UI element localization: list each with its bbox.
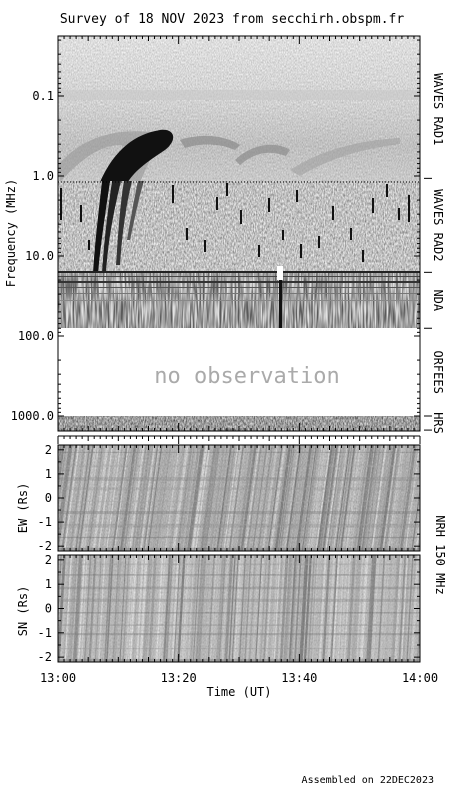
spectrum-y-ticks: 0.1 1.0 10.0 100.0 1000.0 (11, 39, 420, 423)
rad2-spike (80, 205, 82, 222)
nrh-y-tick-label: 0 (45, 602, 52, 616)
nrh-y-tick-label: 1 (45, 577, 52, 591)
orfees-band-empty (58, 328, 420, 416)
spectrum-y-tick-label: 10.0 (25, 249, 54, 263)
rad2-spike (300, 244, 302, 258)
rad2-bursts (93, 181, 144, 273)
rad2-spike (268, 198, 270, 212)
nrh-label: NRH 150 MHz (433, 515, 447, 594)
rad2-spike (408, 195, 410, 222)
band-label: WAVES RAD2 (431, 189, 445, 261)
x-tick-label: 13:40 (281, 671, 317, 685)
nrh-y-tick-label: -2 (38, 539, 52, 553)
rad2-spike (88, 240, 90, 250)
rad2-spike (172, 185, 174, 203)
rad2-spike (186, 228, 188, 240)
sn-ylabel: SN (Rs) (16, 586, 30, 637)
no-observation-label: no observation (154, 364, 339, 389)
nda-lines (58, 266, 420, 328)
nrh-stripe (417, 529, 420, 551)
rad2-spike (60, 188, 62, 220)
rad2-spikes (60, 183, 410, 262)
spectrum-ylabel: Frequency (MHz) (4, 179, 18, 287)
figure-title: Survey of 18 NOV 2023 from secchirh.obsp… (60, 12, 405, 27)
nrh-y-tick-label: 1 (45, 467, 52, 481)
rad2-spike (240, 210, 242, 224)
rad2-spike (350, 228, 352, 240)
ew-panel: 2 1 0 -1 -2 EW (Rs) NRH 150 MHz (16, 443, 447, 595)
rad2-spike (386, 184, 388, 197)
nrh-y-tick-label: -1 (38, 626, 52, 640)
band-label: WAVES RAD1 (431, 73, 445, 145)
x-tick-label: 13:00 (40, 671, 76, 685)
x-axis-label: Time (UT) (206, 685, 271, 699)
rad2-spike (204, 240, 206, 252)
x-axis: 13:00 13:20 13:40 14:00 (40, 36, 438, 685)
rad2-spike (296, 190, 298, 202)
nrh-y-tick-label: 0 (45, 491, 52, 505)
band-labels: WAVES RAD1 WAVES RAD2 NDA ORFEES HRS (424, 73, 445, 434)
rad2-spike (332, 206, 334, 220)
x-tick-label: 13:20 (161, 671, 197, 685)
spectrum-panel: no observation 0.1 1.0 10.0 100.0 1000.0 Fre… (4, 35, 445, 434)
rad2-spike (362, 250, 364, 262)
rad1-bursts (58, 90, 420, 182)
nrh-stripe (422, 555, 428, 662)
nrh-stripe (58, 555, 60, 581)
x-tick-label: 14:00 (402, 671, 438, 685)
nrh-y-tick-label: 2 (45, 553, 52, 567)
band-label: HRS (431, 412, 445, 434)
band-label: NDA (431, 289, 445, 311)
sn-noise (58, 555, 420, 662)
ew-noise (58, 445, 420, 551)
rad2-spike (398, 208, 400, 220)
assembled-note: Assembled on 22DEC2023 (302, 775, 434, 786)
rad2-spike (282, 230, 284, 240)
nrh-y-tick-label: 2 (45, 443, 52, 457)
sn-y-ticks: 2 1 0 -1 -2 (38, 553, 420, 664)
nrh-stripe (424, 555, 430, 662)
spectrum-y-tick-label: 1.0 (32, 169, 54, 183)
sn-panel: 2 1 0 -1 -2 SN (Rs) (16, 553, 433, 664)
band-label: ORFEES (431, 350, 445, 393)
nrh-y-tick-label: -2 (38, 650, 52, 664)
rad2-spike (318, 236, 320, 248)
spectrum-y-tick-label: 1000.0 (11, 409, 54, 423)
ew-ylabel: EW (Rs) (16, 483, 30, 534)
rad2-spike (216, 197, 218, 210)
time-tick-strip (57, 435, 421, 444)
spectrum-y-tick-label: 100.0 (18, 329, 54, 343)
nrh-stripe (427, 555, 433, 662)
nrh-y-tick-label: -1 (38, 515, 52, 529)
ew-y-ticks: 2 1 0 -1 -2 (38, 443, 420, 553)
rad2-spike (372, 198, 374, 213)
rad2-spike (226, 183, 228, 196)
spectrum-y-tick-label: 0.1 (32, 89, 54, 103)
rad2-spike (258, 245, 260, 257)
nrh-stripe (419, 657, 420, 662)
